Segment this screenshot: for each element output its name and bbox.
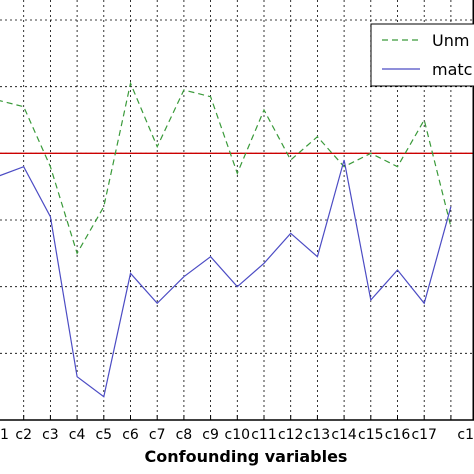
legend-label-matched: matc (432, 60, 472, 79)
x-tick-label: c13 (305, 427, 331, 443)
legend-label-unmatched: Unm (432, 31, 469, 50)
x-tick-label: c7 (149, 427, 166, 443)
series-line-matched (0, 159, 452, 398)
x-tick-label: c17 (411, 427, 437, 443)
x-tick-label: c9 (202, 427, 219, 443)
x-tick-label: c1 (457, 427, 474, 443)
x-tick-label: c8 (176, 427, 193, 443)
x-tick-label: c3 (42, 427, 59, 443)
x-tick-label: c11 (251, 427, 277, 443)
x-tick-label: c14 (331, 427, 357, 443)
x-tick-label: c5 (95, 427, 112, 443)
series-line-unmatched (0, 81, 452, 255)
legend-box (370, 23, 474, 87)
x-tick-label: c6 (122, 427, 139, 443)
x-tick-label: c12 (278, 427, 304, 443)
x-tick-label: c10 (225, 427, 251, 443)
x-tick-label: c4 (69, 427, 86, 443)
x-axis-title: Confounding variables (145, 447, 348, 466)
x-tick-label: c2 (15, 427, 32, 443)
x-tick-label: c15 (358, 427, 384, 443)
x-tick-labels: 1 c2 c3 c4 c5 c6 c7 c8 c9 c10 c11 c12 c13 c14 c15 c16 c1… (0, 427, 474, 443)
x-tick-label: c16 (385, 427, 411, 443)
legend: Unm matc (370, 23, 474, 87)
x-tick-label: 1 (0, 427, 9, 443)
series-layer (0, 81, 452, 398)
